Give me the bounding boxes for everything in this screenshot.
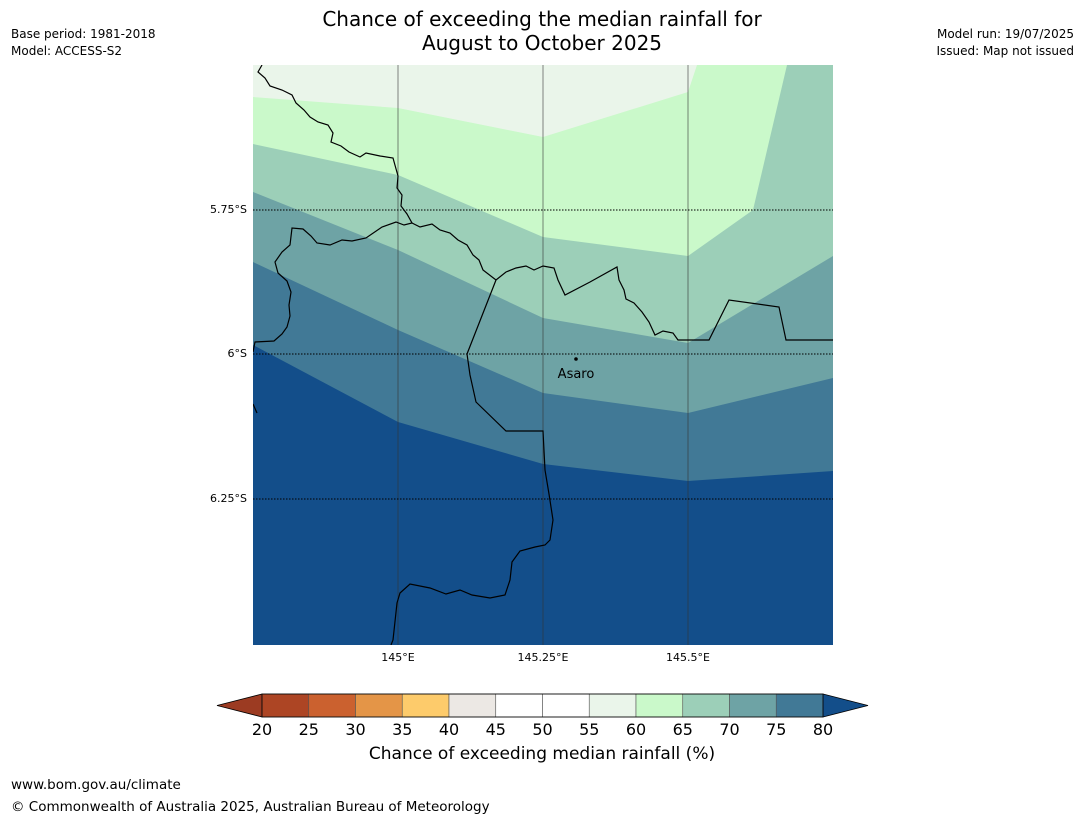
footer-copyright: © Commonwealth of Australia 2025, Austra…	[11, 799, 490, 815]
parallel-lines	[253, 209, 833, 500]
colorbar-tick-label: 45	[486, 720, 506, 739]
title-line-1: Chance of exceeding the median rainfall …	[322, 7, 762, 31]
colorbar-segment	[355, 693, 403, 718]
colorbar-tick-label: 40	[439, 720, 459, 739]
colorbar-tick-label: 35	[392, 720, 412, 739]
place-label-asaro: Asaro	[558, 367, 595, 382]
colorbar-outline	[261, 693, 824, 718]
colorbar-tick-label: 75	[766, 720, 786, 739]
colorbar-tick-label: 80	[813, 720, 833, 739]
header-meta-right: Model run: 19/07/2025 Issued: Map not is…	[936, 26, 1074, 60]
colorbar-segment	[401, 693, 450, 718]
colorbar-segment	[775, 693, 824, 718]
lat-label-2: 6°S	[228, 347, 247, 360]
map-title: Chance of exceeding the median rainfall …	[242, 7, 842, 55]
colorbar-segment	[588, 693, 637, 718]
colorbar-segment	[495, 693, 543, 718]
footer-url: www.bom.gov.au/climate	[11, 777, 181, 793]
longitude-labels: 145°E 145.25°E 145.5°E	[381, 651, 710, 664]
meridian-lines	[397, 65, 689, 645]
lat-label-3: 6.25°S	[210, 492, 247, 505]
colorbar: 20 25 30 35 40 45 50 55 60 65 70 75 80	[216, 693, 869, 739]
map-area: Asaro	[253, 65, 833, 645]
base-period-text: Base period: 1981-2018	[11, 27, 156, 41]
province-boundaries	[253, 65, 833, 645]
lon-label-2: 145.25°E	[518, 651, 569, 664]
model-run-text: Model run: 19/07/2025	[936, 27, 1074, 41]
colorbar-under-arrow	[216, 693, 263, 718]
colorbar-segment	[542, 693, 590, 718]
colorbar-tick-label: 60	[626, 720, 646, 739]
header-meta-left: Base period: 1981-2018 Model: ACCESS-S2	[11, 26, 156, 60]
colorbar-tick-label: 30	[345, 720, 365, 739]
asaro-marker	[574, 357, 578, 361]
model-text: Model: ACCESS-S2	[11, 44, 123, 58]
lon-label-3: 145.5°E	[666, 651, 710, 664]
colorbar-over-arrow	[822, 693, 869, 718]
colorbar-tick-label: 25	[299, 720, 319, 739]
lat-label-1: 5.75°S	[210, 203, 247, 216]
colorbar-tick-label: 65	[673, 720, 693, 739]
colorbar-tick-label: 20	[252, 720, 272, 739]
lon-label-1: 145°E	[381, 651, 414, 664]
band-55-60	[253, 65, 697, 137]
colorbar-segment	[729, 693, 777, 718]
footer: www.bom.gov.au/climate © Commonwealth of…	[11, 774, 490, 818]
colorbar-label: Chance of exceeding median rainfall (%)	[368, 744, 716, 764]
title-line-2: August to October 2025	[421, 31, 663, 55]
colorbar-segment	[635, 693, 684, 718]
colorbar-segment	[261, 693, 310, 718]
colorbar-segment	[448, 693, 497, 718]
issued-text: Issued: Map not issued	[936, 44, 1074, 58]
latitude-labels: 5.75°S 6°S 6.25°S	[210, 203, 247, 505]
colorbar-segment	[308, 693, 356, 718]
colorbar-tick-label: 55	[579, 720, 599, 739]
colorbar-tick-label: 50	[532, 720, 552, 739]
colorbar-segment	[682, 693, 730, 718]
colorbar-tick-label: 70	[719, 720, 739, 739]
